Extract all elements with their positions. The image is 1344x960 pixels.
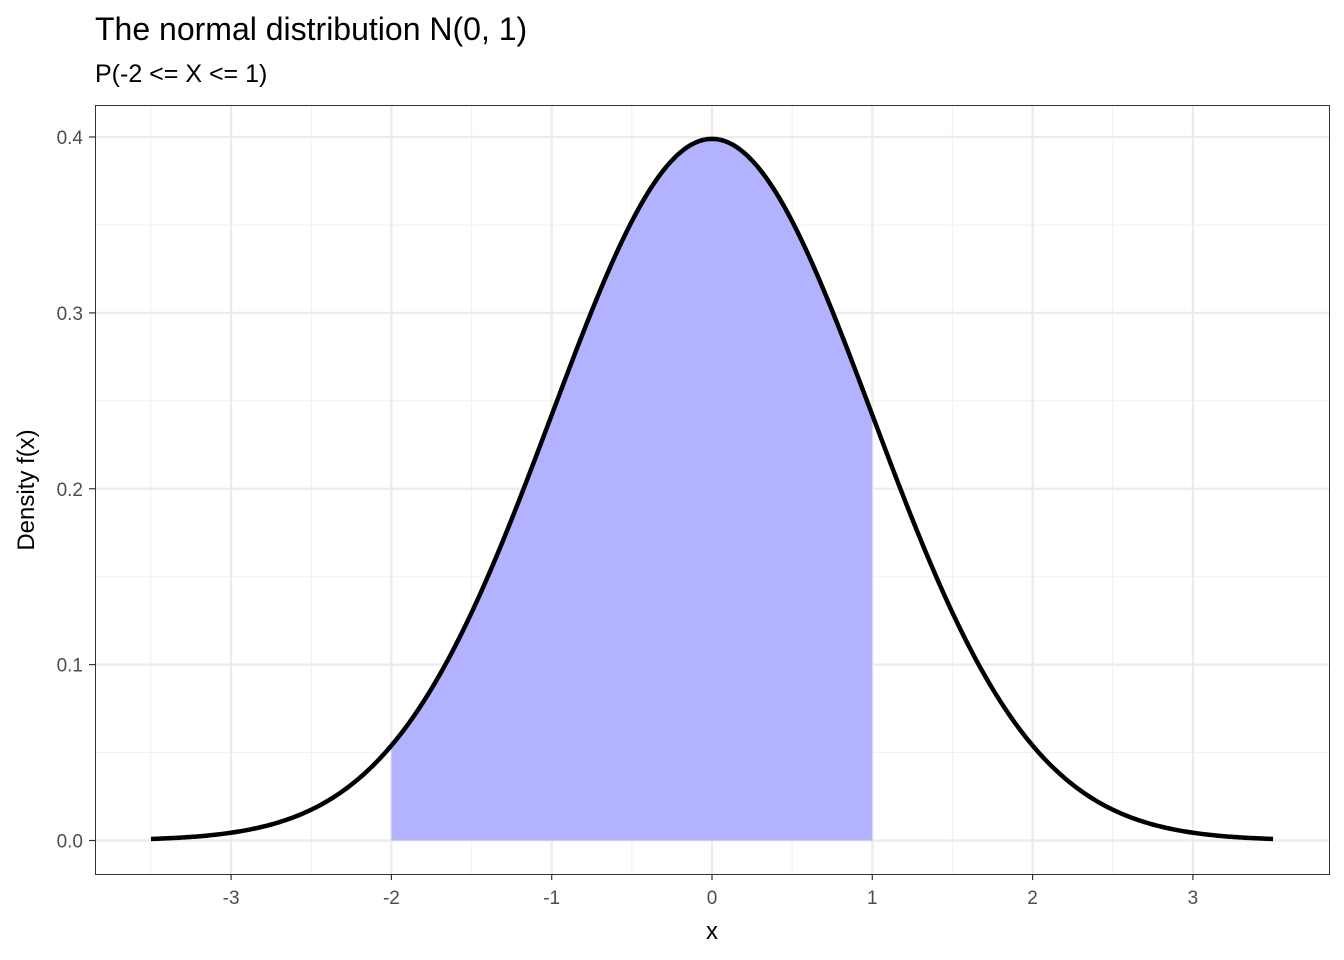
x-tick-label: 0 <box>707 888 718 909</box>
y-tick-label: 0.1 <box>57 656 83 677</box>
x-tick-label: -3 <box>223 888 240 909</box>
x-axis-title: x <box>706 918 718 945</box>
x-tick-label: 1 <box>867 888 878 909</box>
chart-subtitle: P(-2 <= X <= 1) <box>95 60 267 88</box>
x-tick-label: -1 <box>543 888 560 909</box>
y-tick-label: 0.0 <box>57 832 83 853</box>
shaded-probability-area <box>391 138 873 841</box>
density-curve <box>150 136 1274 842</box>
x-tick-label: -2 <box>383 888 400 909</box>
y-axis-title: Density f(x) <box>13 429 40 550</box>
chart-title: The normal distribution N(0, 1) <box>95 11 527 47</box>
y-axis: 0.0 0.1 0.2 0.3 0.4 <box>57 128 95 853</box>
x-axis: -3 -2 -1 0 1 2 3 <box>223 874 1199 909</box>
y-tick-label: 0.2 <box>57 480 83 501</box>
x-tick-label: 3 <box>1188 888 1199 909</box>
x-tick-label: 2 <box>1027 888 1038 909</box>
y-tick-label: 0.3 <box>57 304 83 325</box>
y-tick-label: 0.4 <box>57 128 84 149</box>
plot-marks <box>150 136 1274 842</box>
